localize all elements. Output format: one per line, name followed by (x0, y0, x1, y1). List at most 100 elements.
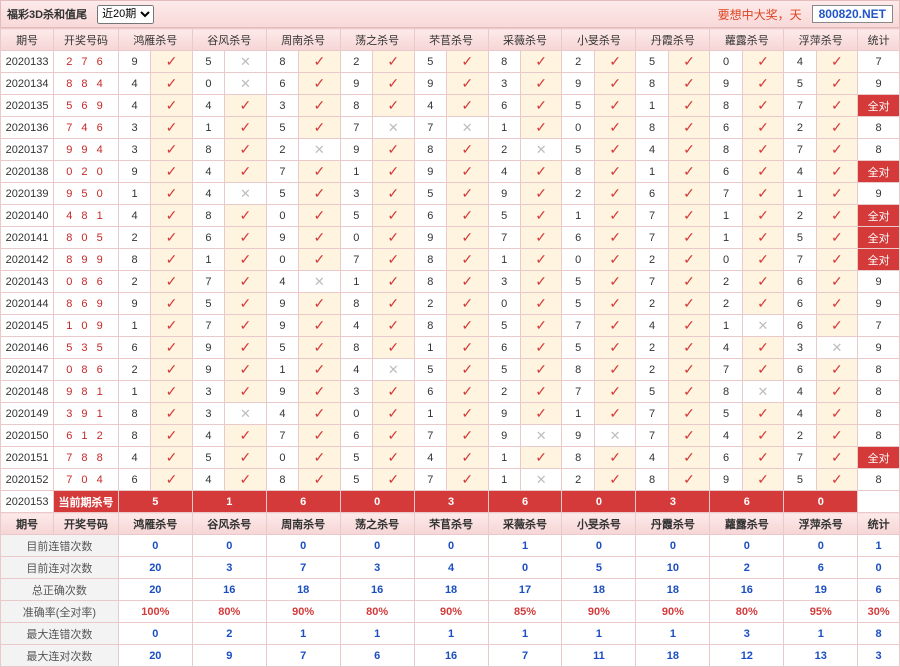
foot-value: 0 (488, 557, 562, 579)
hit-mark: ✓ (151, 205, 193, 227)
foot-value: 3 (340, 557, 414, 579)
kill-value: 2 (488, 381, 520, 403)
kill-value: 4 (636, 315, 668, 337)
draw-cell: 9 9 4 (54, 139, 119, 161)
foot-value: 90% (636, 601, 710, 623)
kill-value: 4 (192, 95, 224, 117)
hit-mark: ✓ (151, 447, 193, 469)
kill-value: 8 (266, 51, 298, 73)
hit-mark: ✓ (816, 205, 858, 227)
hit-mark: ✓ (520, 161, 562, 183)
table-body: 20201332 7 69✓5✕8✓2✓5✓8✓2✓5✓0✓4✓7 2 0 2 0 1 3 4… (1, 51, 900, 491)
kill-value: 2 (784, 117, 816, 139)
hit-mark: ✓ (520, 447, 562, 469)
period-cell: 2020141 (1, 227, 54, 249)
kill-value: 9 (118, 293, 150, 315)
foot-value: 6 (784, 557, 858, 579)
kill-value: 2 (784, 205, 816, 227)
period-range-select[interactable]: 近20期 (97, 5, 154, 24)
hit-mark: ✓ (594, 205, 636, 227)
foot-value: 18 (562, 579, 636, 601)
kill-value: 8 (636, 469, 668, 491)
hit-mark: ✓ (373, 447, 415, 469)
current-row: 2020153当前期杀号5160360360 (1, 491, 900, 513)
hit-mark: ✓ (594, 73, 636, 95)
site-badge[interactable]: 800820.NET (812, 5, 893, 23)
kill-value: 5 (488, 315, 520, 337)
top-bar: 福彩3D杀和值尾 近20期 要想中大奖，天 800820.NET (0, 0, 900, 28)
period-cell: 2020153 (1, 491, 54, 513)
kill-value: 9 (488, 183, 520, 205)
hit-mark: ✓ (225, 227, 267, 249)
hit-mark: ✓ (816, 183, 858, 205)
table-row: 20201332 7 69✓5✕8✓2✓5✓8✓2✓5✓0✓4✓7 (1, 51, 900, 73)
kill-value: 2 (636, 337, 668, 359)
hit-mark: ✓ (816, 73, 858, 95)
kill-value: 4 (340, 315, 372, 337)
col-period: 期号 (1, 29, 54, 51)
kill-value: 3 (784, 337, 816, 359)
kill-value: 7 (192, 315, 224, 337)
kill-value: 4 (192, 425, 224, 447)
kill-value: 9 (414, 73, 446, 95)
hit-mark: ✓ (225, 139, 267, 161)
hit-mark: ✓ (446, 469, 488, 491)
col-expert: 蘿露杀号 (710, 513, 784, 535)
kill-value: 8 (414, 249, 446, 271)
foot-value: 1 (636, 623, 710, 645)
hit-mark: ✓ (151, 139, 193, 161)
hit-mark: ✓ (446, 381, 488, 403)
hit-mark: ✓ (225, 359, 267, 381)
kill-value: 0 (192, 73, 224, 95)
kill-value: 5 (710, 403, 742, 425)
kill-value: 7 (784, 249, 816, 271)
hit-mark: ✓ (225, 95, 267, 117)
hit-mark: ✓ (151, 403, 193, 425)
foot-value: 30% (858, 601, 900, 623)
kill-value: 0 (340, 403, 372, 425)
draw-cell: 1 0 9 (54, 315, 119, 337)
kill-value: 3 (266, 95, 298, 117)
kill-value: 1 (636, 161, 668, 183)
table-row: 20201489 8 11✓3✓9✓3✓6✓2✓7✓5✓8✕4✓8 (1, 381, 900, 403)
foot-value: 1 (266, 623, 340, 645)
hit-mark: ✓ (742, 403, 784, 425)
kill-value: 8 (562, 447, 594, 469)
hit-mark: ✓ (151, 315, 193, 337)
stat-cell: 8 (858, 425, 900, 447)
foot-value: 6 (340, 645, 414, 667)
hit-mark: ✓ (151, 425, 193, 447)
hit-mark: ✓ (816, 381, 858, 403)
kill-value: 4 (414, 95, 446, 117)
kill-value: 9 (340, 139, 372, 161)
foot-value: 2 (192, 623, 266, 645)
draw-cell: 7 8 8 (54, 447, 119, 469)
kill-value: 2 (118, 227, 150, 249)
hit-mark: ✓ (742, 293, 784, 315)
hit-mark: ✓ (151, 359, 193, 381)
hit-mark: ✓ (594, 161, 636, 183)
foot-row: 最大连错次数02111111318 (1, 623, 900, 645)
foot-value: 16 (192, 579, 266, 601)
kill-value: 1 (710, 205, 742, 227)
hit-mark: ✓ (151, 227, 193, 249)
hit-mark: ✓ (594, 139, 636, 161)
kill-value: 7 (266, 161, 298, 183)
foot-value: 0 (858, 557, 900, 579)
foot-value: 7 (488, 645, 562, 667)
current-kill-value: 1 (192, 491, 266, 513)
col-period: 期号 (1, 513, 54, 535)
hit-mark: ✓ (373, 249, 415, 271)
foot-value: 100% (118, 601, 192, 623)
kill-value: 3 (340, 381, 372, 403)
col-expert: 浮萍杀号 (784, 513, 858, 535)
miss-mark: ✕ (520, 425, 562, 447)
current-kill-value: 6 (266, 491, 340, 513)
stat-allhit: 全对 (858, 447, 900, 469)
kill-value: 8 (562, 161, 594, 183)
stat-allhit: 全对 (858, 249, 900, 271)
kill-value: 9 (266, 293, 298, 315)
table-row: 20201380 2 09✓4✓7✓1✓9✓4✓8✓1✓6✓4✓全对 (1, 161, 900, 183)
hit-mark: ✓ (668, 271, 710, 293)
col-expert: 丹霞杀号 (636, 513, 710, 535)
